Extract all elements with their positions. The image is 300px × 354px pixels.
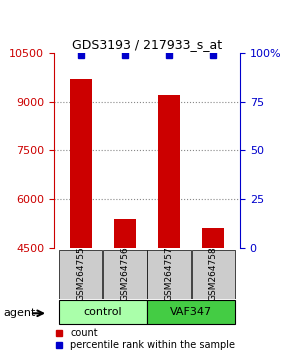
Bar [158,95,180,248]
Text: VAF347: VAF347 [170,307,212,318]
FancyBboxPatch shape [147,250,191,299]
Text: count: count [70,328,98,338]
Text: control: control [83,307,122,318]
Text: agent: agent [3,308,35,318]
Title: GDS3193 / 217933_s_at: GDS3193 / 217933_s_at [72,38,222,51]
Text: GSM264758: GSM264758 [209,246,218,301]
FancyBboxPatch shape [192,250,235,299]
Text: GSM264756: GSM264756 [120,246,129,301]
FancyBboxPatch shape [59,301,147,324]
Text: GSM264755: GSM264755 [76,246,85,301]
FancyBboxPatch shape [103,250,147,299]
Bar [202,228,224,248]
Bar [114,218,136,248]
Text: percentile rank within the sample: percentile rank within the sample [70,340,236,350]
FancyBboxPatch shape [147,301,235,324]
Bar [70,79,92,248]
FancyBboxPatch shape [59,250,102,299]
Text: GSM264757: GSM264757 [165,246,174,301]
